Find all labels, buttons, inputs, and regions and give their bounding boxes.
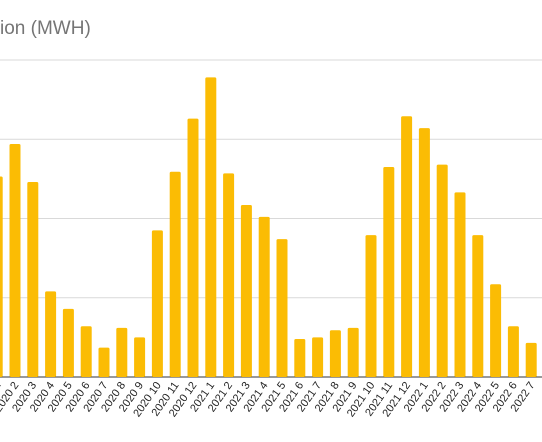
bar bbox=[45, 291, 57, 377]
bar bbox=[9, 144, 21, 377]
bar bbox=[401, 116, 413, 377]
bar bbox=[223, 173, 235, 377]
bar bbox=[490, 284, 502, 377]
bar bbox=[418, 128, 430, 377]
bar bbox=[312, 337, 324, 377]
bar bbox=[116, 327, 128, 377]
bar bbox=[187, 118, 199, 378]
bar bbox=[98, 347, 110, 377]
bar bbox=[347, 327, 359, 377]
bar bbox=[507, 326, 519, 377]
bar bbox=[62, 308, 74, 377]
chart-title: ion (MWH) bbox=[0, 18, 91, 39]
x-tick-label: 1 bbox=[0, 380, 4, 392]
bar bbox=[134, 337, 146, 377]
bar bbox=[0, 176, 3, 377]
bars bbox=[0, 77, 537, 378]
bar bbox=[294, 338, 306, 377]
bar bbox=[472, 235, 484, 377]
bar bbox=[329, 330, 341, 377]
bar bbox=[240, 205, 252, 377]
bar bbox=[276, 239, 288, 377]
bar bbox=[383, 166, 395, 377]
bar bbox=[169, 171, 181, 377]
bar bbox=[205, 77, 217, 377]
bar bbox=[258, 216, 270, 377]
bar bbox=[151, 230, 163, 377]
bar bbox=[436, 164, 448, 377]
bar bbox=[525, 342, 537, 377]
bar bbox=[80, 326, 92, 377]
bar bbox=[365, 235, 377, 377]
bar bbox=[27, 182, 39, 377]
gridlines bbox=[0, 59, 542, 378]
bar bbox=[454, 192, 466, 377]
